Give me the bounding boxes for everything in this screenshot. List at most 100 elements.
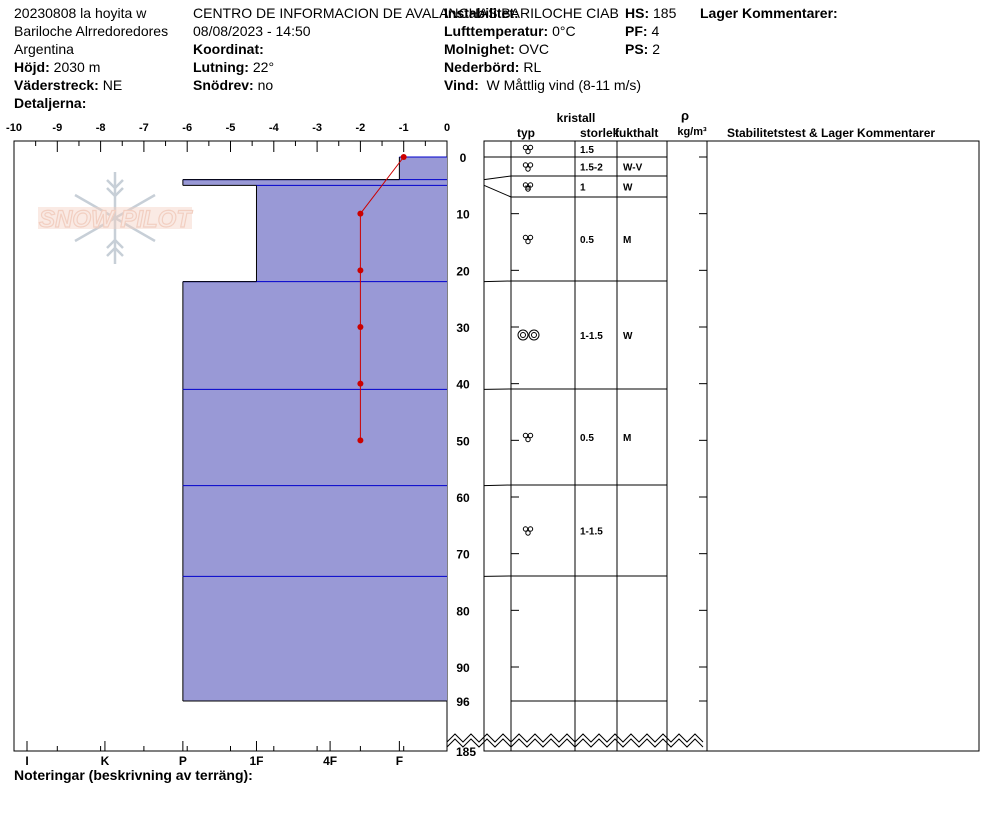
temp-profile-line — [359, 156, 405, 441]
temp-tick-label: -5 — [226, 122, 236, 134]
moisture-value: W-V — [623, 163, 643, 174]
grain-type-icon — [517, 329, 540, 341]
details-row: Detaljerna: — [14, 94, 86, 112]
temp-tick-label: -2 — [356, 122, 366, 134]
snowpilot-watermark: SNOW PILOT — [38, 172, 194, 264]
temp-tick-label: -3 — [312, 122, 322, 134]
depth-tick-label: 50 — [456, 434, 470, 448]
slope-value: 22° — [252, 59, 275, 75]
watermark-text: SNOW PILOT — [39, 206, 193, 233]
temp-profile-point — [357, 210, 364, 217]
hs-value: 185 — [653, 5, 677, 21]
temp-profile-point — [357, 380, 364, 387]
temp-tick-label: -9 — [52, 122, 62, 134]
moisture-value: W — [623, 331, 633, 342]
grain-size-value: 1 — [580, 183, 586, 194]
depth-tick-label: 90 — [456, 661, 470, 675]
air-temp-label: Lufttemperatur: — [444, 23, 549, 39]
instability-label: Instabilitet: — [444, 5, 519, 21]
break-zigzag-top — [446, 733, 704, 743]
instability-row: Instabilitet: — [444, 4, 519, 22]
hardness-layer-2 — [256, 185, 447, 282]
temp-tick-label: -10 — [6, 122, 22, 134]
pf-row: PF: 4 — [625, 22, 659, 40]
grain-type-icon — [522, 432, 534, 443]
grain-size-value: 1-1.5 — [580, 527, 603, 538]
depth-tick-label: 80 — [456, 604, 470, 618]
elevation-row: Höjd: 2030 m — [14, 58, 100, 76]
hardness-layer-0 — [399, 157, 447, 180]
grain-type-icon — [522, 182, 534, 192]
observation-datetime: 08/08/2023 - 14:50 — [193, 23, 311, 39]
depth-tick-label: 30 — [456, 321, 470, 335]
hardness-layer-1 — [182, 179, 447, 186]
temp-tick-label: -7 — [139, 122, 149, 134]
density-symbol: ρ — [681, 108, 689, 123]
hardness-tick-label: P — [179, 754, 187, 768]
density-unit: kg/m³ — [677, 126, 707, 138]
ps-label: PS: — [625, 41, 649, 57]
air-temp-value: 0°C — [552, 23, 576, 39]
depth-tick-label: 40 — [456, 378, 470, 392]
layer-connector — [483, 484, 512, 487]
hardness-layer-5 — [182, 485, 447, 577]
precip-value: RL — [523, 59, 542, 75]
aspect-row: Väderstreck: NE — [14, 76, 122, 94]
layer-connector — [483, 175, 512, 181]
depth-tick-label: 60 — [456, 491, 470, 505]
coordinate-row: Koordinat: — [193, 40, 264, 58]
grain-size-value: 1.5 — [580, 145, 594, 156]
hardness-layer-3 — [182, 281, 447, 390]
grain-type-icon — [522, 162, 534, 172]
hardness-layer-4 — [182, 389, 447, 486]
watermark-band — [38, 207, 192, 229]
slope-label: Lutning: — [193, 59, 249, 75]
temp-tick-label: -4 — [269, 122, 280, 134]
hardness-tick-label: I — [25, 754, 28, 768]
depth-tick-label: 20 — [456, 264, 470, 278]
depth-axis: 0 10 20 30 40 50 60 70 80 90 96 185 — [456, 151, 476, 759]
grain-type-icon — [522, 144, 534, 155]
moisture-value: M — [623, 235, 631, 246]
sky-row: Molnighet: OVC — [444, 40, 549, 58]
snowdrift-label: Snödrev: — [193, 77, 254, 93]
hs-label: HS: — [625, 5, 650, 21]
temp-profile-point — [400, 154, 407, 160]
aspect-label: Väderstreck: — [14, 77, 99, 93]
hardness-tick-label: K — [101, 754, 110, 768]
ps-value: 2 — [652, 41, 661, 57]
snowflake-icon — [74, 172, 156, 264]
depth-tick-label: 96 — [456, 695, 470, 709]
wind-label: Vind: — [444, 77, 479, 93]
hardness-tick-label: 4F — [323, 754, 337, 768]
grain-size-value: 0.5 — [580, 235, 594, 246]
coordinate-label: Koordinat: — [193, 41, 264, 57]
hs-row: HS: 185 — [625, 4, 676, 22]
typ-header: typ — [517, 126, 535, 140]
layer-connector — [483, 184, 512, 198]
hardness-tick-label: 1F — [249, 754, 263, 768]
table-frame — [483, 140, 980, 752]
details-label: Detaljerna: — [14, 95, 87, 111]
temp-tick-label: -1 — [399, 122, 409, 134]
pf-value: 4 — [651, 23, 660, 39]
depth-tick-label: 10 — [456, 208, 470, 222]
grain-type-icon — [522, 234, 534, 245]
temperature-profile — [357, 154, 407, 444]
depth-tick-label: 70 — [456, 548, 470, 562]
temp-tick-label: 0 — [444, 122, 450, 134]
organization-name: CENTRO DE INFORMACION DE AVALANCHAS BARI… — [193, 5, 619, 21]
layer-table: 1.5 1.5-2 W-V 1 W 0.5 M 1-1.5 W 0.5 M 1-1.5 = — [446, 140, 980, 752]
sky-label: Molnighet: — [444, 41, 515, 57]
hardness-plot — [13, 140, 448, 752]
wind-row: Vind: W Måttlig vind (8-11 m/s) — [444, 76, 641, 94]
hardness-layer-6 — [182, 576, 447, 701]
storlek-header: storlek — [580, 126, 620, 140]
elevation-label: Höjd: — [14, 59, 50, 75]
precip-label: Nederbörd: — [444, 59, 520, 75]
moisture-value: M — [623, 433, 631, 444]
air-temp-row: Lufttemperatur: 0°C — [444, 22, 576, 40]
grain-size-value: 1-1.5 — [580, 331, 603, 342]
temp-tick-label: -6 — [182, 122, 192, 134]
